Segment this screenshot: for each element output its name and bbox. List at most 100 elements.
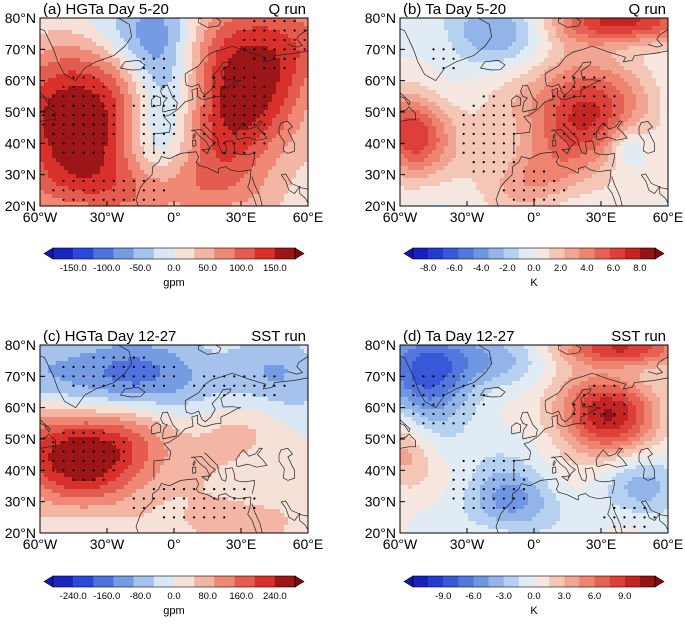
field-cell bbox=[464, 90, 468, 94]
significance-dot bbox=[223, 152, 225, 154]
field-cell bbox=[276, 54, 280, 58]
y-tick-label: 50°N bbox=[5, 104, 36, 120]
field-cell bbox=[224, 22, 228, 26]
field-cell bbox=[84, 54, 88, 58]
field-cell bbox=[240, 34, 244, 38]
field-cell bbox=[428, 34, 432, 38]
field-cell bbox=[108, 98, 112, 102]
field-cell bbox=[180, 62, 184, 66]
field-cell bbox=[92, 78, 96, 82]
field-cell bbox=[64, 26, 68, 30]
field-cell bbox=[296, 38, 300, 42]
field-cell bbox=[644, 106, 648, 110]
field-cell bbox=[40, 146, 44, 150]
field-cell bbox=[212, 146, 216, 150]
field-cell bbox=[84, 50, 88, 54]
field-cell bbox=[632, 78, 636, 82]
field-cell bbox=[200, 66, 204, 70]
significance-dot bbox=[62, 189, 64, 191]
field-cell bbox=[72, 26, 76, 30]
field-cell bbox=[200, 42, 204, 46]
field-cell bbox=[588, 34, 592, 38]
field-cell bbox=[584, 18, 588, 22]
field-cell bbox=[164, 166, 168, 170]
field-cell bbox=[408, 50, 412, 54]
field-cell bbox=[492, 50, 496, 54]
significance-dot bbox=[243, 152, 245, 154]
field-cell bbox=[268, 114, 272, 118]
field-cell bbox=[88, 118, 92, 122]
field-cell bbox=[272, 118, 276, 122]
field-cell bbox=[212, 34, 216, 38]
field-cell bbox=[524, 18, 528, 22]
field-cell bbox=[504, 78, 508, 82]
field-cell bbox=[632, 94, 636, 98]
field-cell bbox=[156, 30, 160, 34]
significance-dot bbox=[223, 86, 225, 88]
field-cell bbox=[640, 66, 644, 70]
field-cell bbox=[64, 198, 68, 202]
field-cell bbox=[628, 38, 632, 42]
significance-dot bbox=[223, 105, 225, 107]
field-cell bbox=[200, 78, 204, 82]
significance-dot bbox=[103, 152, 105, 154]
field-cell bbox=[452, 38, 456, 42]
field-cell bbox=[120, 42, 124, 46]
field-cell bbox=[232, 166, 236, 170]
field-cell bbox=[164, 118, 168, 122]
field-cell bbox=[520, 22, 524, 26]
field-cell bbox=[268, 174, 272, 178]
field-cell bbox=[588, 38, 592, 42]
field-cell bbox=[96, 130, 100, 134]
field-cell bbox=[284, 74, 288, 78]
field-cell bbox=[484, 98, 488, 102]
field-cell bbox=[508, 86, 512, 90]
field-cell bbox=[248, 90, 252, 94]
field-cell bbox=[412, 30, 416, 34]
field-cell bbox=[288, 158, 292, 162]
field-cell bbox=[544, 106, 548, 110]
field-cell bbox=[64, 114, 68, 118]
field-cell bbox=[92, 138, 96, 142]
field-cell bbox=[200, 154, 204, 158]
field-cell bbox=[196, 74, 200, 78]
field-cell bbox=[104, 42, 108, 46]
field-cell bbox=[76, 82, 80, 86]
field-cell bbox=[132, 38, 136, 42]
field-cell bbox=[128, 106, 132, 110]
field-cell bbox=[436, 50, 440, 54]
field-cell bbox=[124, 158, 128, 162]
field-cell bbox=[64, 134, 68, 138]
field-cell bbox=[460, 46, 464, 50]
field-cell bbox=[292, 162, 296, 166]
significance-dot bbox=[103, 142, 105, 144]
field-cell bbox=[276, 198, 280, 202]
field-cell bbox=[60, 90, 64, 94]
field-cell bbox=[532, 86, 536, 90]
significance-dot bbox=[72, 86, 74, 88]
field-cell bbox=[96, 102, 100, 106]
field-cell bbox=[184, 162, 188, 166]
field-cell bbox=[84, 98, 88, 102]
field-cell bbox=[580, 34, 584, 38]
field-cell bbox=[272, 178, 276, 182]
field-cell bbox=[116, 86, 120, 90]
field-cell bbox=[480, 70, 484, 74]
field-cell bbox=[192, 42, 196, 46]
field-cell bbox=[148, 142, 152, 146]
field-cell bbox=[168, 26, 172, 30]
field-cell bbox=[244, 198, 248, 202]
field-cell bbox=[268, 30, 272, 34]
field-cell bbox=[272, 74, 276, 78]
field-cell bbox=[144, 50, 148, 54]
field-cell bbox=[200, 74, 204, 78]
field-cell bbox=[492, 70, 496, 74]
field-cell bbox=[84, 178, 88, 182]
field-cell bbox=[656, 98, 660, 102]
field-cell bbox=[576, 30, 580, 34]
field-cell bbox=[640, 26, 644, 30]
field-cell bbox=[100, 42, 104, 46]
field-cell bbox=[428, 102, 432, 106]
field-cell bbox=[40, 162, 44, 166]
significance-dot bbox=[283, 58, 285, 60]
